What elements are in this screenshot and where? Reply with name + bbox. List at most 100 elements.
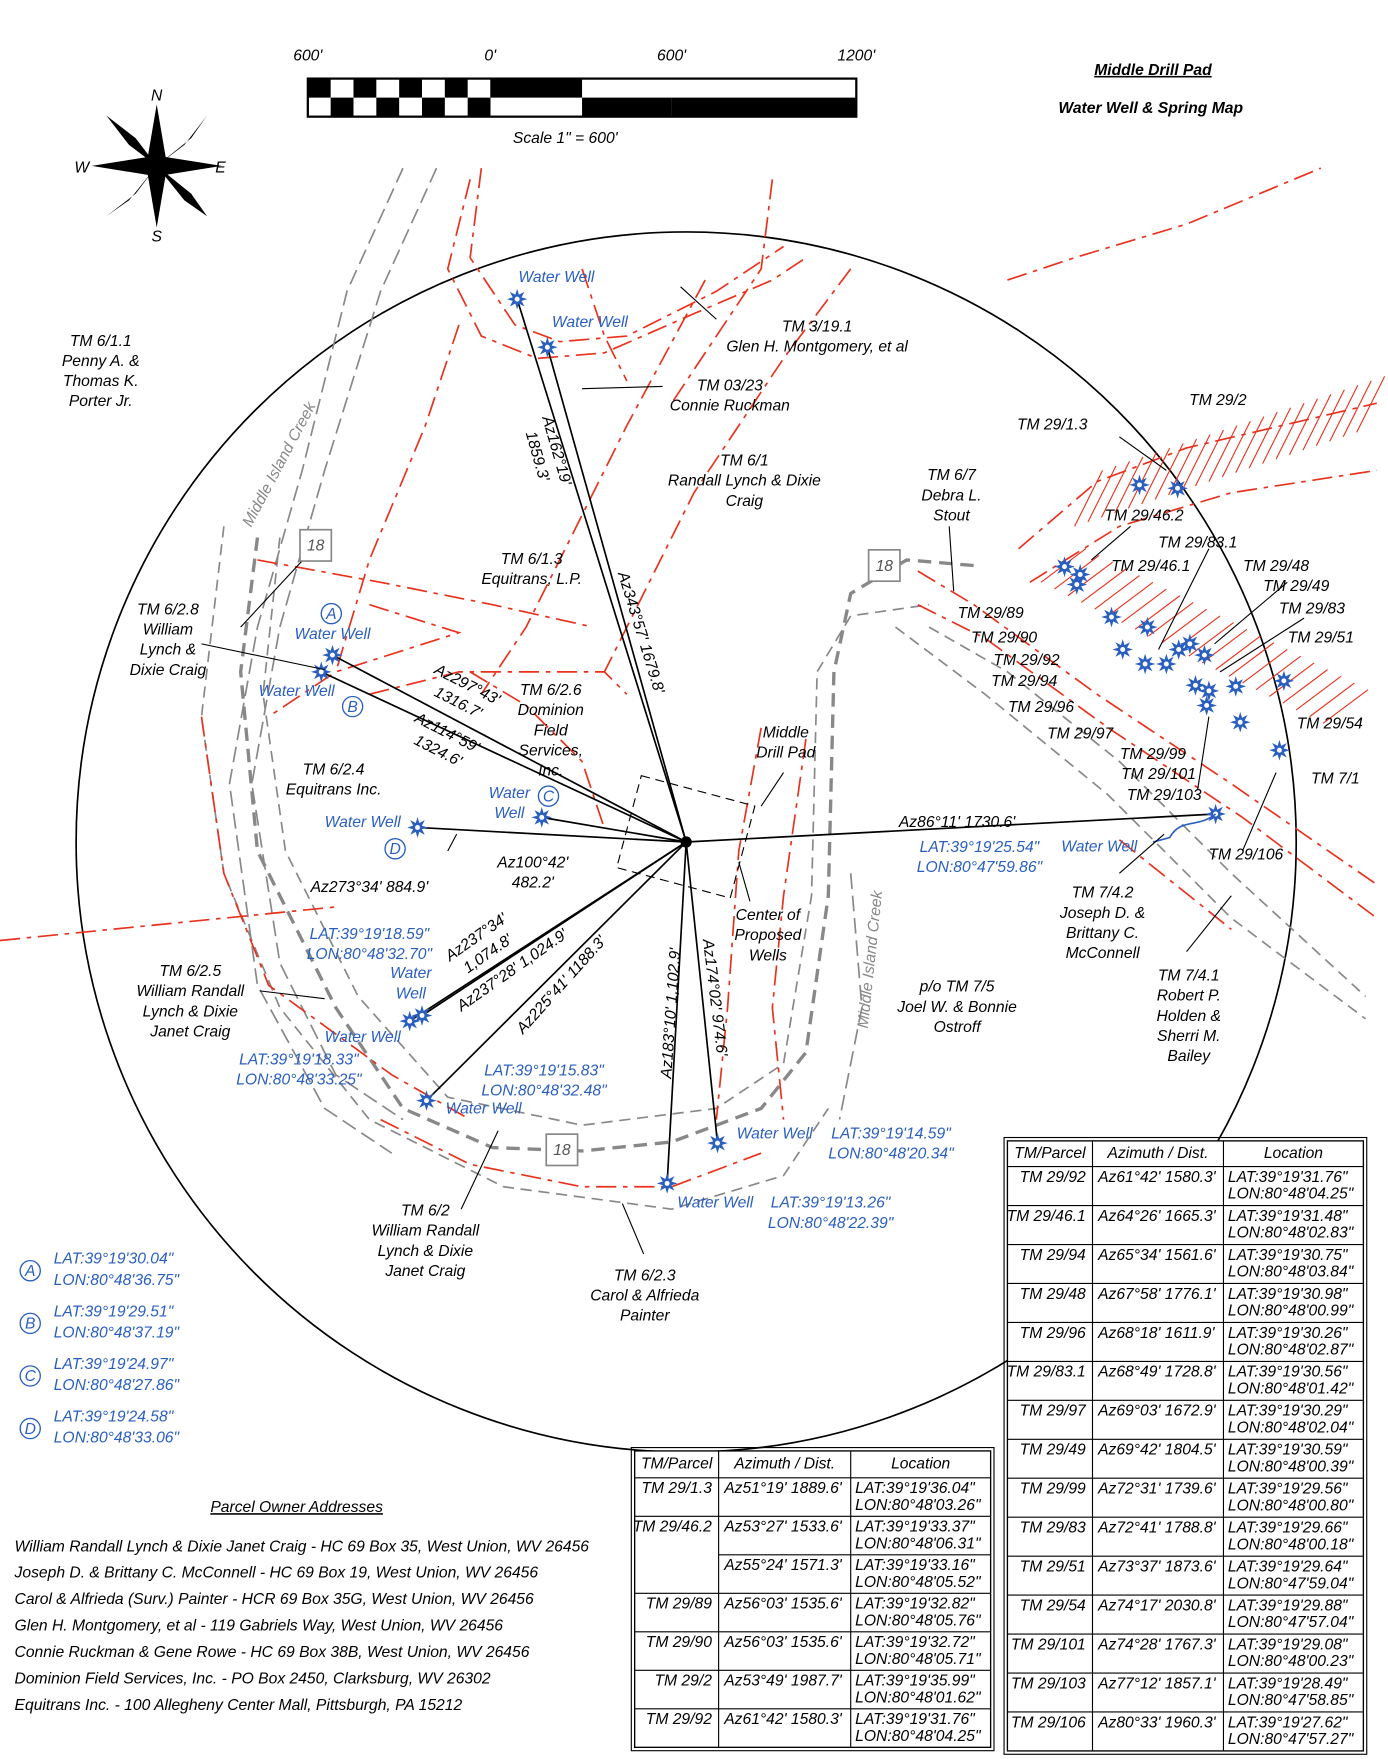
parcel-label: Dixie Craig [130, 662, 207, 679]
table-header: TM/Parcel [1014, 1145, 1086, 1162]
parcel-label: Stout [933, 507, 970, 524]
table-cell: Az55°24' 1571.3' [723, 1557, 843, 1574]
parcel-label: Field [534, 722, 569, 739]
well-center [424, 1098, 429, 1103]
table-cell: Az65°34' 1561.6' [1097, 1247, 1217, 1264]
parcel-label: TM 29/101 [1121, 766, 1196, 783]
well-center [1176, 647, 1181, 652]
table-cell: Az73°37' 1873.6' [1097, 1558, 1217, 1575]
legend-lat: LAT:39°19'30.04" [54, 1251, 175, 1268]
table-cell: TM 29/101 [1011, 1636, 1086, 1653]
parcel-label: TM 3/19.1 [782, 318, 852, 335]
table-cell: LON:80°48'01.62" [855, 1689, 982, 1706]
parcel-label: William Randall [371, 1223, 479, 1240]
center-point [681, 836, 692, 847]
parcel-label: TM 29/83.1 [1158, 534, 1237, 551]
well-center [1164, 662, 1169, 667]
page: { "title": ["Middle Drill Pad", "Water W… [0, 0, 1388, 1759]
table-cell: LON:80°48'02.87" [1228, 1342, 1355, 1359]
table-cell: TM 29/46.1 [1007, 1208, 1086, 1225]
parcel-label: TM 7/4.1 [1158, 967, 1220, 984]
parcel-label: TM 03/23 [697, 378, 763, 395]
title: Middle Drill Pad [1094, 62, 1212, 79]
table-cell: LON:80°48'05.71" [855, 1651, 982, 1668]
table-header: Azimuth / Dist. [733, 1456, 835, 1473]
parcel-label: Services, [519, 742, 583, 759]
scale-cell [490, 79, 582, 98]
table-cell: Az56°03' 1535.6' [723, 1634, 843, 1651]
address-line: William Randall Lynch & Dixie Janet Crai… [15, 1538, 590, 1555]
parcel-label: TM 29/106 [1208, 847, 1283, 864]
parcel-label: TM 29/46.1 [1111, 558, 1190, 575]
well-label: Well [396, 985, 427, 1002]
parcel-label: Janet Craig [149, 1023, 230, 1040]
parcel-label: Porter Jr. [69, 393, 133, 410]
table-cell: TM 29/99 [1020, 1481, 1086, 1498]
parcel-label: TM 29/54 [1297, 716, 1363, 733]
table-cell: LON:80°48'02.83" [1228, 1225, 1355, 1242]
parcel-label: McConnell [1066, 945, 1140, 962]
table-cell: TM 29/92 [646, 1711, 712, 1728]
table-cell: Az72°41' 1788.8' [1097, 1520, 1217, 1537]
well-center [1202, 653, 1207, 658]
parcel-label: TM 6/2.4 [303, 762, 365, 779]
well-center [715, 1141, 720, 1146]
table-cell: Az69°42' 1804.5' [1097, 1442, 1217, 1459]
table-cell: LAT:39°19'30.98" [1228, 1286, 1349, 1303]
well-center [1277, 748, 1282, 753]
well-letter: D [389, 841, 400, 858]
table-cell: Az77°12' 1857.1' [1097, 1675, 1217, 1692]
well-label: Water Well [325, 814, 402, 831]
table-cell: Az67°58' 1776.1' [1097, 1286, 1217, 1303]
well-center [1078, 572, 1083, 577]
parcel-label: TM 29/48 [1243, 558, 1309, 575]
parcel-label: TM 29/97 [1047, 726, 1114, 743]
scale-tick-label: 600' [657, 47, 687, 64]
scale-cell [331, 98, 354, 117]
scale-cell [353, 79, 376, 98]
parcel-label: TM 6/2 [401, 1203, 450, 1220]
well-label: Water Well [325, 1029, 402, 1046]
table-cell: Az53°27' 1533.6' [723, 1519, 843, 1536]
title: Water Well & Spring Map [1058, 100, 1243, 117]
parcel-label: Wells [749, 947, 787, 964]
parcel-label: William Randall [136, 983, 244, 1000]
table-cell: LON:80°48'03.84" [1228, 1264, 1355, 1281]
parcel-label: Debra L. [921, 487, 981, 504]
well-label: Water Well [259, 683, 336, 700]
well-letter: B [347, 699, 357, 716]
parcel-label: TM 29/92 [993, 652, 1059, 669]
coordinate-label: LON:80°48'20.34" [828, 1145, 955, 1162]
parcel-label: Equitrans Inc. [286, 782, 382, 799]
table-cell: LON:80°47'58.85" [1228, 1692, 1355, 1709]
parcel-label: Joseph D. & [1059, 905, 1145, 922]
table-cell: LON:80°48'00.18" [1228, 1536, 1355, 1553]
well-label: Water Well [294, 626, 371, 643]
table-cell: TM 29/106 [1011, 1714, 1086, 1731]
parcel-label: TM 7/4.2 [1072, 885, 1134, 902]
table-cell: LON:80°47'57.27" [1228, 1731, 1355, 1748]
coordinate-label: LON:80°48'32.48" [481, 1083, 608, 1100]
table-cell: LAT:39°19'29.56" [1228, 1481, 1349, 1498]
well-center [539, 815, 544, 820]
map: Middle Drill Pad Water Well & Spring Map 6… [0, 0, 1388, 1759]
azimuth-label: Az273°34' 884.9' [310, 879, 430, 896]
scale-tick-label: 0' [484, 47, 497, 64]
table-cell: LAT:39°19'30.59" [1228, 1442, 1349, 1459]
parcel-label: Dominion [518, 702, 584, 719]
table-cell: TM 29/89 [646, 1596, 712, 1613]
parcel-label: Lynch & [140, 642, 196, 659]
parcel-label: TM 29/97 [1047, 726, 1114, 743]
table-cell: Az56°03' 1535.6' [723, 1596, 843, 1613]
well-center [330, 653, 335, 658]
parcel-label: TM 29/89 [958, 605, 1024, 622]
well-label: Water Well [552, 314, 629, 331]
table-cell: TM 29/94 [1020, 1247, 1086, 1264]
legend-lat: LAT:39°19'24.58" [54, 1408, 175, 1425]
table-header: TM/Parcel [641, 1456, 713, 1473]
well-letter: C [543, 788, 555, 805]
well-letter: B [25, 1316, 35, 1333]
parcel-label: TM 29/103 [1127, 787, 1202, 804]
well-label: Water Well [737, 1125, 814, 1142]
parcel-label: TM 29/103 [1127, 787, 1202, 804]
